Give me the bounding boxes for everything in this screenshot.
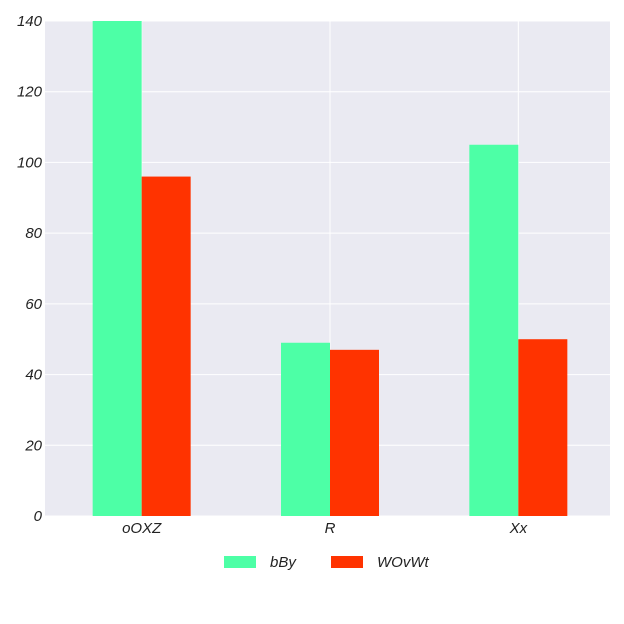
bar-WOvWt-Xx [518,339,568,516]
bar-bBy-oOXZ [92,21,142,516]
x-tick-labels: oOXZ R Xx [122,520,528,537]
bar-bBy-R [281,342,330,516]
y-tick-label: 120 [17,84,43,101]
y-tick-label: 0 [34,508,43,525]
bar-WOvWt-oOXZ [141,176,191,517]
y-tick-labels: 0 20 40 60 80 100 120 140 [17,13,43,525]
y-tick-label: 100 [17,154,43,171]
y-tick-label: 40 [25,367,42,384]
legend: bBy WOvWt [224,554,429,571]
y-tick-label: 80 [25,225,42,242]
y-tick-label: 140 [17,13,43,30]
bar-WOvWt-R [330,349,379,516]
x-tick-label: Xx [509,520,528,537]
bar-bBy-Xx [469,144,519,516]
legend-swatch-bBy [224,556,256,568]
legend-label-bBy: bBy [270,554,297,571]
x-tick-label: R [325,520,336,537]
y-tick-label: 20 [24,437,42,454]
y-tick-label: 60 [25,296,42,313]
legend-swatch-WOvWt [331,556,363,568]
bars-group [92,21,568,517]
x-tick-label: oOXZ [122,520,162,537]
legend-label-WOvWt: WOvWt [377,554,429,571]
